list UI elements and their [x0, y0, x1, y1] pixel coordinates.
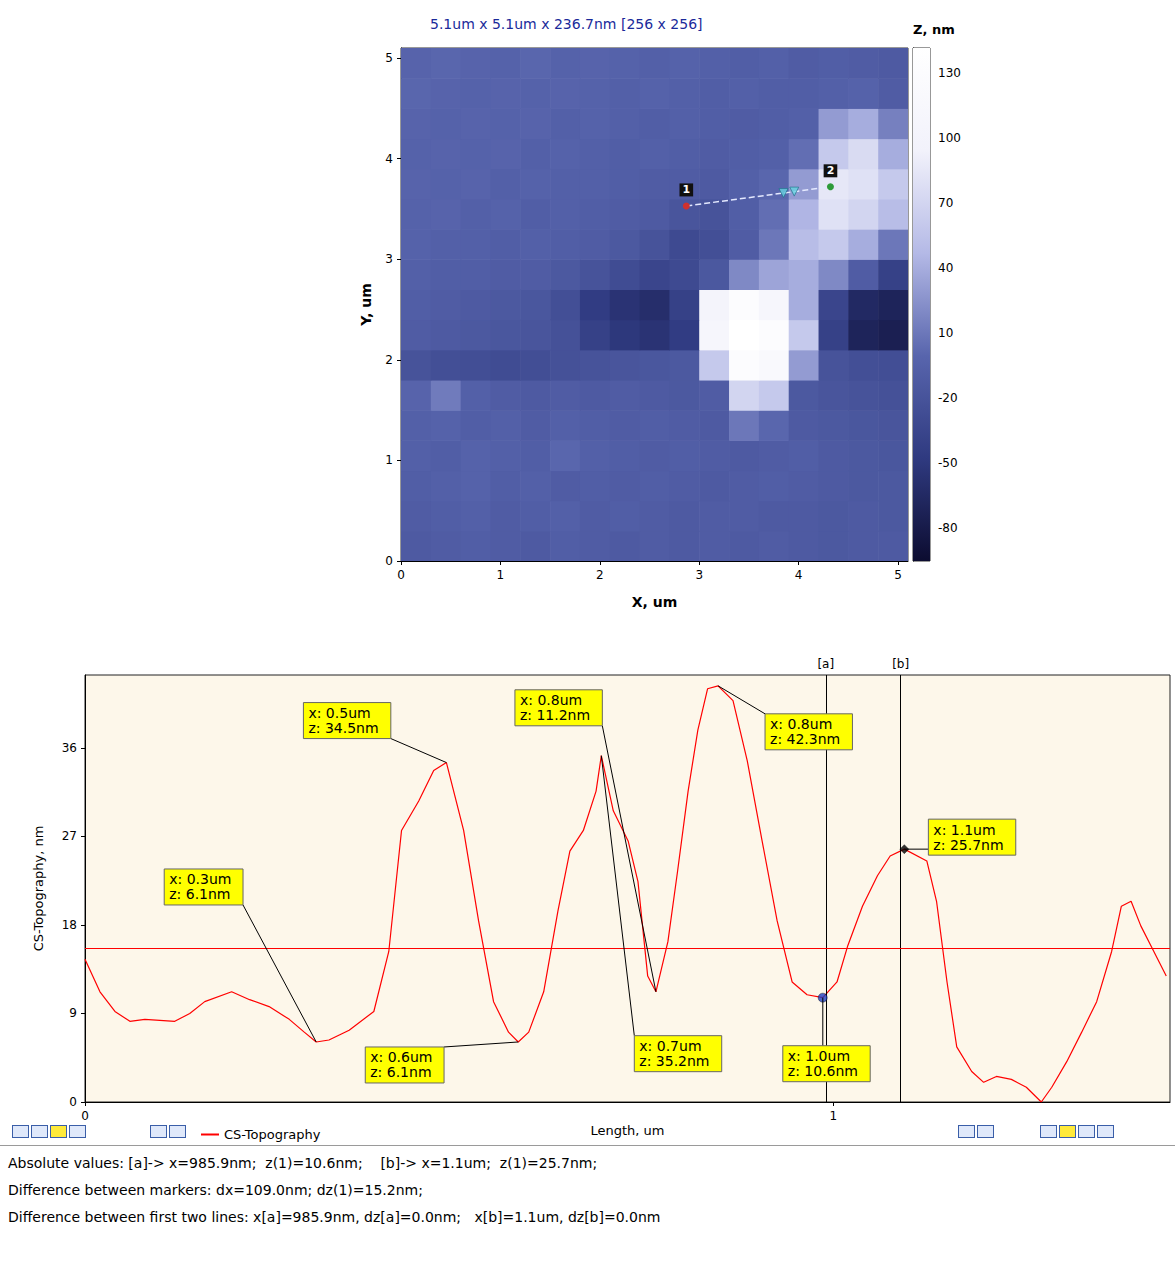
- svg-text:x: 0.8um: x: 0.8um: [770, 716, 832, 732]
- svg-text:4: 4: [385, 152, 393, 166]
- svg-text:5: 5: [894, 568, 902, 582]
- svg-text:[a]: [a]: [817, 657, 834, 671]
- svg-text:z: 34.5nm: z: 34.5nm: [308, 720, 378, 736]
- svg-text:0: 0: [385, 554, 393, 568]
- svg-text:100: 100: [938, 131, 961, 145]
- svg-text:z: 6.1nm: z: 6.1nm: [370, 1064, 431, 1080]
- svg-text:27: 27: [62, 829, 77, 843]
- svg-text:-20: -20: [938, 391, 958, 405]
- svg-text:1: 1: [829, 1109, 837, 1123]
- html-text:Absolute values: [a]-> x=985.9: Absolute values: [a]-> x=985.9nm; z(1)=1…: [8, 1155, 598, 1171]
- svg-text:X, um: X, um: [632, 594, 678, 610]
- svg-text:x: 0.5um: x: 0.5um: [308, 705, 370, 721]
- svg-text:z: 35.2nm: z: 35.2nm: [639, 1053, 709, 1069]
- svg-text:10: 10: [938, 326, 953, 340]
- svg-text:[b]: [b]: [892, 657, 909, 671]
- svg-text:x: 0.6um: x: 0.6um: [370, 1049, 432, 1065]
- svg-text:CS-Topography, nm: CS-Topography, nm: [31, 826, 46, 952]
- svg-text:2: 2: [596, 568, 604, 582]
- svg-text:40: 40: [938, 261, 953, 275]
- svg-text:x: 0.7um: x: 0.7um: [639, 1038, 701, 1054]
- svg-text:0: 0: [397, 568, 405, 582]
- svg-text:x: 0.8um: x: 0.8um: [520, 692, 582, 708]
- svg-text:3: 3: [695, 568, 703, 582]
- svg-text:1: 1: [385, 453, 393, 467]
- svg-text:z: 6.1nm: z: 6.1nm: [169, 886, 230, 902]
- svg-text:4: 4: [795, 568, 803, 582]
- svg-text:5: 5: [385, 51, 393, 65]
- svg-text:z: 11.2nm: z: 11.2nm: [520, 707, 590, 723]
- svg-text:0: 0: [81, 1109, 89, 1123]
- svg-text:x: 0.3um: x: 0.3um: [169, 871, 231, 887]
- svg-text:70: 70: [938, 196, 953, 210]
- svg-text:Y, um: Y, um: [358, 283, 374, 327]
- svg-text:130: 130: [938, 66, 961, 80]
- svg-text:CS-Topography: CS-Topography: [224, 1127, 321, 1142]
- svg-text:36: 36: [62, 741, 77, 755]
- svg-text:-80: -80: [938, 521, 958, 535]
- svg-text:z: 10.6nm: z: 10.6nm: [788, 1063, 858, 1079]
- svg-text:2: 2: [385, 353, 393, 367]
- svg-text:Z, nm: Z, nm: [913, 22, 955, 37]
- svg-text:-50: -50: [938, 456, 958, 470]
- html-text:Difference between first two l: Difference between first two lines: x[a]…: [8, 1209, 661, 1225]
- svg-text:x: 1.0um: x: 1.0um: [788, 1048, 850, 1064]
- svg-text:1: 1: [682, 183, 690, 196]
- svg-text:1: 1: [497, 568, 505, 582]
- svg-text:z: 25.7nm: z: 25.7nm: [933, 837, 1003, 853]
- html-text:Difference between markers: dx: Difference between markers: dx=109.0nm; …: [8, 1182, 423, 1198]
- svg-text:5.1um x 5.1um x 236.7nm [256 x: 5.1um x 5.1um x 236.7nm [256 x 256]: [430, 16, 703, 32]
- svg-text:x: 1.1um: x: 1.1um: [933, 822, 995, 838]
- svg-text:9: 9: [69, 1006, 77, 1020]
- svg-text:Length, um: Length, um: [590, 1123, 664, 1138]
- svg-text:18: 18: [62, 918, 77, 932]
- svg-text:2: 2: [827, 164, 835, 177]
- svg-text:0: 0: [69, 1095, 77, 1109]
- svg-text:3: 3: [385, 252, 393, 266]
- svg-text:z: 42.3nm: z: 42.3nm: [770, 731, 840, 747]
